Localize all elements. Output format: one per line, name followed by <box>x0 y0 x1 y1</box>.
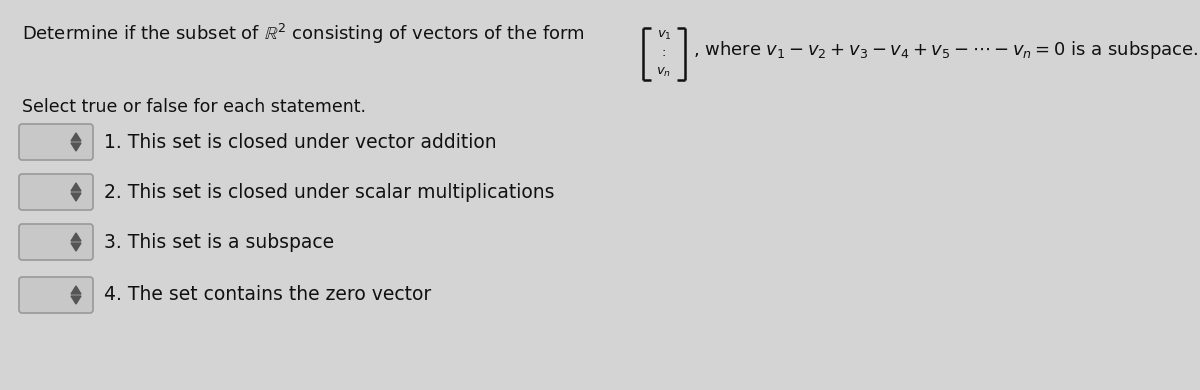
Polygon shape <box>71 233 82 241</box>
Polygon shape <box>71 193 82 201</box>
Text: 3. This set is a subspace: 3. This set is a subspace <box>104 232 334 252</box>
Polygon shape <box>71 133 82 141</box>
Text: :: : <box>662 46 666 58</box>
Text: 4. The set contains the zero vector: 4. The set contains the zero vector <box>104 285 431 305</box>
Text: 1. This set is closed under vector addition: 1. This set is closed under vector addit… <box>104 133 497 151</box>
Polygon shape <box>71 296 82 304</box>
Polygon shape <box>71 143 82 151</box>
Text: $v_n$: $v_n$ <box>656 66 672 79</box>
Text: $v_1$: $v_1$ <box>656 29 672 42</box>
Polygon shape <box>71 243 82 251</box>
Text: , where $v_1 - v_2 + v_3 - v_4 + v_5 - \cdots - v_n = 0$ is a subspace.: , where $v_1 - v_2 + v_3 - v_4 + v_5 - \… <box>694 39 1199 61</box>
Text: Determine if the subset of $\mathbb{R}^2$ consisting of vectors of the form: Determine if the subset of $\mathbb{R}^2… <box>22 22 584 46</box>
Text: Select true or false for each statement.: Select true or false for each statement. <box>22 98 366 116</box>
FancyBboxPatch shape <box>19 174 94 210</box>
FancyBboxPatch shape <box>19 124 94 160</box>
Text: 2. This set is closed under scalar multiplications: 2. This set is closed under scalar multi… <box>104 183 554 202</box>
FancyBboxPatch shape <box>19 224 94 260</box>
Polygon shape <box>71 183 82 191</box>
FancyBboxPatch shape <box>19 277 94 313</box>
Polygon shape <box>71 286 82 294</box>
